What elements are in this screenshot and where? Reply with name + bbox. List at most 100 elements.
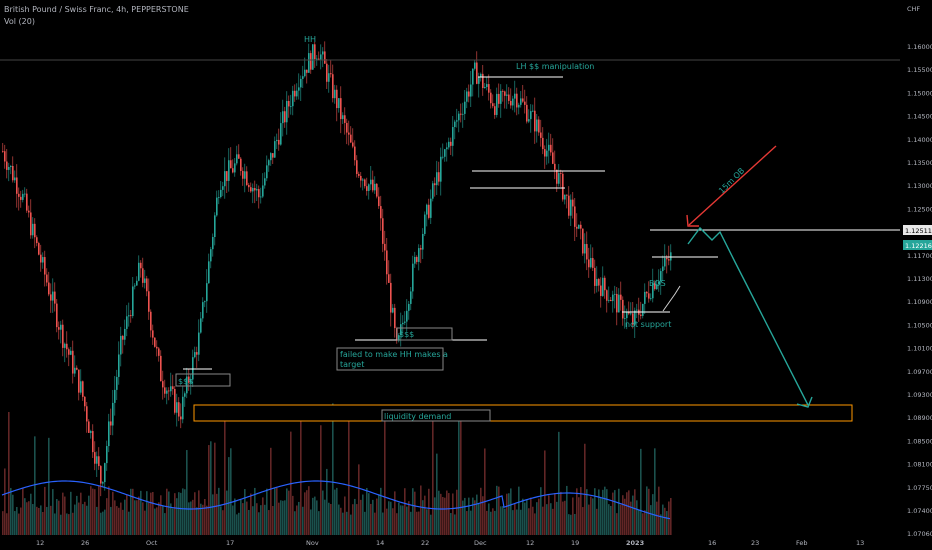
candle-body (564, 194, 566, 200)
candle-body (32, 223, 34, 236)
volume-bar (478, 503, 480, 535)
volume-bar (388, 501, 390, 535)
volume-bar (296, 505, 298, 535)
candle-body (186, 376, 188, 394)
candle-body (48, 282, 50, 295)
volume-bar (606, 489, 608, 535)
candle-body (14, 177, 16, 181)
candle-body (390, 282, 392, 313)
price-tick-label: 1.08900 (907, 414, 932, 422)
volume-bar (630, 501, 632, 535)
volume-bar (382, 512, 384, 535)
volume-bar (244, 489, 246, 535)
volume-bar (302, 506, 304, 535)
candle-body (116, 376, 118, 390)
liquidity-demand-zone[interactable] (193, 404, 853, 422)
volume-bar (22, 487, 24, 535)
candle-body (16, 177, 18, 194)
candle-body (112, 402, 114, 426)
price-tick-label: 1.09700 (907, 368, 932, 376)
volume-bar (494, 510, 496, 535)
volume-bar (186, 450, 188, 535)
price-tick-label: 1.15000 (907, 89, 932, 97)
candle-body (118, 354, 120, 377)
volume-bar (286, 488, 288, 535)
candle-body (168, 390, 170, 392)
volume-bar (232, 505, 234, 535)
volume-bar (650, 505, 652, 535)
volume-bar (582, 507, 584, 535)
volume-bar (378, 494, 380, 535)
candle-body (402, 322, 404, 325)
volume-bar (32, 504, 34, 535)
candle-body (364, 179, 366, 187)
volume-bar (56, 499, 58, 535)
candle-body (192, 357, 194, 380)
candle-body (438, 172, 440, 182)
candle-body (656, 284, 658, 290)
time-tick-label: Dec (474, 539, 487, 547)
candle-body (448, 141, 450, 148)
candle-body (290, 106, 292, 108)
volume-bar (334, 489, 336, 535)
candle-body (22, 193, 24, 200)
time-axis[interactable]: 12 26 Oct 17 Nov 14 22 Dec 12 19 2023 16 23 Feb 13 (36, 539, 864, 547)
candle-body (358, 173, 360, 176)
volume-bar (466, 511, 468, 535)
projection-path[interactable] (687, 226, 809, 406)
candle-body (206, 283, 208, 302)
volume-bar (408, 501, 410, 535)
dollars-box-2 (396, 327, 453, 341)
volume-bar (534, 513, 536, 535)
volume-bar (662, 504, 664, 535)
candle-body (574, 206, 576, 227)
candle-body (522, 98, 524, 102)
volume-bar (552, 508, 554, 535)
price-badge-2: 1.12216 (903, 240, 932, 250)
volume-bar (180, 492, 182, 535)
volume-bar (276, 487, 278, 535)
candle-body (42, 257, 44, 263)
candle-body (502, 90, 504, 92)
candle-body (282, 111, 284, 124)
candle-body (8, 166, 10, 170)
volume-bar (516, 509, 518, 535)
candle-body (320, 54, 322, 60)
volume-bar (6, 513, 8, 535)
candle-body (330, 73, 332, 75)
volume-bar (178, 492, 180, 535)
drawings[interactable]: HH LH $$ manipulation 15m OB BOS not sup… (0, 35, 900, 422)
volume-bar (218, 487, 220, 535)
candle-body (308, 53, 310, 73)
candle-body (454, 121, 456, 128)
volume-bar (404, 488, 406, 535)
candle-body (150, 311, 152, 331)
candle-body (288, 100, 290, 107)
volume-bar (246, 501, 248, 535)
candle-body (106, 446, 108, 464)
volume-bar (198, 490, 200, 535)
svg-text:1.12511: 1.12511 (905, 227, 932, 235)
volume-bar (76, 495, 78, 535)
volume-bar (86, 505, 88, 535)
candle-body (286, 100, 288, 123)
candle-body (294, 90, 296, 97)
candle-body (420, 248, 422, 250)
candle-body (580, 224, 582, 229)
price-axis[interactable]: CHF 1.16000 1.15500 1.15000 1.14500 1.14000 1… (907, 5, 932, 538)
volume-bar (432, 404, 434, 535)
candle-body (562, 173, 564, 200)
lh-label: LH $$ manipulation (516, 62, 594, 71)
time-tick-label: Oct (146, 539, 158, 547)
time-tick-label: 14 (376, 539, 384, 547)
volume-bar (306, 490, 308, 535)
candle-body (250, 187, 252, 192)
candle-body (476, 62, 478, 84)
candle-body (372, 179, 374, 191)
candle-body (388, 274, 390, 283)
failed-label-line1: failed to make HH makes a (340, 350, 448, 359)
candle-body (28, 210, 30, 213)
volume-bar (628, 490, 630, 535)
volume-bar (484, 448, 486, 535)
